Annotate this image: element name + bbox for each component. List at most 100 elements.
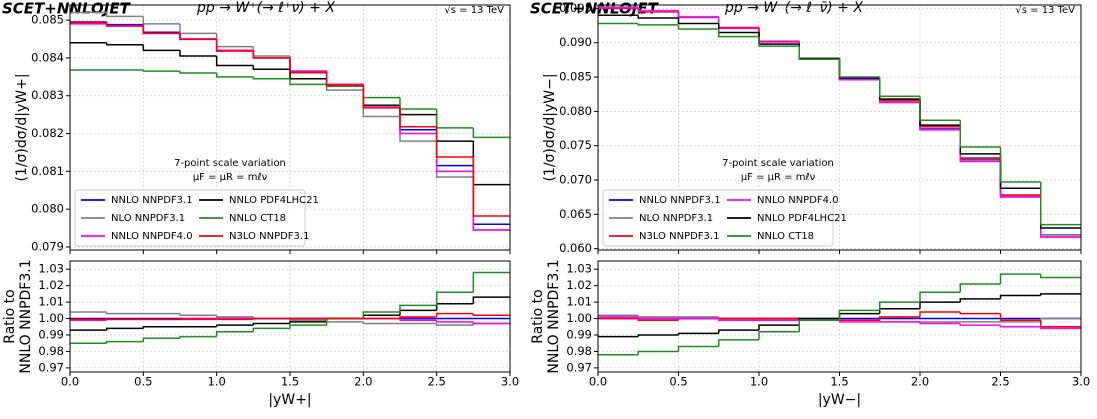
- step-segment: [838, 58, 880, 80]
- step-segment: [999, 294, 1041, 299]
- step-segment: [179, 313, 217, 317]
- step-segment: [798, 41, 840, 60]
- step-segment: [919, 311, 961, 317]
- y-tick-label: 0.084: [31, 50, 64, 64]
- step-segment: [919, 301, 961, 309]
- y-tick-label: 0.083: [31, 88, 64, 102]
- step-segment: [215, 39, 254, 52]
- step-segment: [105, 12, 144, 18]
- step-segment: [472, 296, 510, 304]
- y-axis-label: (1/σ)dσ/d|yW+|: [14, 73, 30, 181]
- y-tick-label: 0.081: [31, 164, 64, 178]
- step-segment: [999, 313, 1041, 321]
- step-segment: [718, 329, 759, 334]
- step-segment: [179, 50, 217, 57]
- step-segment: [215, 33, 254, 48]
- step-segment: [718, 16, 759, 29]
- ratio-y-tick-label: 1.03: [566, 262, 592, 276]
- ratio-y-tick-label: 0.98: [38, 344, 64, 358]
- step-segment: [179, 335, 217, 339]
- step-segment: [105, 22, 144, 27]
- step-segment: [879, 316, 920, 321]
- step-segment: [1040, 320, 1081, 328]
- chart-title: SCET+NNLOJET: [2, 0, 132, 18]
- step-segment: [798, 41, 840, 60]
- ratio-y-tick-label: 1.00: [38, 311, 64, 325]
- step-segment: [142, 44, 180, 52]
- step-segment: [435, 126, 474, 158]
- annotation: μF = μR = mℓν: [741, 172, 816, 183]
- ratio-y-axis-label: Ratio to: [2, 289, 18, 343]
- step-segment: [959, 128, 1001, 161]
- step-segment: [289, 321, 327, 324]
- step-segment: [399, 107, 437, 128]
- y-tick-label: 0.065: [559, 207, 592, 221]
- step-segment: [472, 156, 510, 217]
- step-segment: [399, 105, 437, 116]
- step-segment: [919, 291, 961, 303]
- legend-box: [74, 189, 306, 247]
- step-segment: [838, 58, 880, 79]
- chart-subtitle: pp → W⁻(→ ℓ⁻ν̄) + X: [724, 0, 863, 16]
- y-tick-label: 0.095: [559, 1, 592, 15]
- legend-label: NLO NNPDF3.1: [639, 213, 713, 224]
- series-steps: [70, 22, 510, 217]
- ratio-y-tick-label: 0.98: [566, 344, 592, 358]
- step-segment: [362, 311, 400, 319]
- step-segment: [959, 298, 1001, 303]
- ratio-y-tick-label: 1.01: [566, 295, 592, 309]
- step-segment: [325, 72, 364, 86]
- ratio-y-tick-label: 1.00: [566, 311, 592, 325]
- step-segment: [252, 50, 290, 59]
- x-axis-label: |yW+|: [268, 392, 311, 408]
- legend-label: NNLO NNPDF3.1: [639, 195, 721, 206]
- annotation: 7-point scale variation: [174, 158, 286, 169]
- legend-label: N3LO NNPDF3.1: [639, 231, 719, 242]
- legend-label: NNLO PDF4LHC21: [229, 195, 319, 206]
- step-segment: [798, 44, 840, 60]
- x-tick-label: 3.0: [501, 375, 519, 389]
- y-tick-label: 0.085: [31, 13, 64, 27]
- step-segment: [677, 10, 719, 18]
- step-segment: [959, 283, 1001, 293]
- step-segment: [959, 125, 1001, 155]
- step-segment: [758, 36, 800, 47]
- step-segment: [399, 304, 437, 312]
- step-segment: [399, 316, 437, 319]
- step-segment: [758, 330, 800, 340]
- step-segment: [879, 79, 920, 102]
- y-tick-label: 0.090: [559, 35, 592, 49]
- x-tick-label: 0.5: [669, 375, 687, 389]
- legend-label: NNLO NNPDF3.1: [111, 195, 193, 206]
- step-segment: [999, 147, 1041, 183]
- step-segment: [718, 17, 759, 30]
- y-tick-label: 0.075: [559, 138, 592, 152]
- step-segment: [637, 15, 679, 19]
- step-segment: [838, 59, 880, 78]
- step-segment: [142, 70, 180, 72]
- step-segment: [105, 311, 144, 315]
- step-segment: [289, 78, 327, 86]
- step-segment: [215, 39, 254, 52]
- step-segment: [142, 326, 180, 329]
- legend-label: NLO NNPDF3.1: [111, 213, 185, 224]
- step-segment: [999, 161, 1041, 198]
- step-segment: [252, 317, 290, 320]
- step-segment: [472, 321, 510, 325]
- series-steps: [70, 312, 510, 321]
- ratio-frame: [597, 260, 1082, 373]
- x-tick-label: 2.5: [991, 375, 1009, 389]
- step-segment: [999, 160, 1041, 197]
- step-segment: [999, 158, 1041, 196]
- step-segment: [999, 153, 1041, 189]
- step-segment: [879, 77, 920, 98]
- step-segment: [435, 108, 474, 129]
- step-segment: [758, 27, 800, 43]
- step-segment: [325, 71, 364, 86]
- step-segment: [215, 56, 254, 67]
- ratio-y-tick-label: 1.03: [38, 262, 64, 276]
- legend-label: N3LO NNPDF3.1: [229, 231, 309, 242]
- step-segment: [879, 301, 920, 311]
- step-segment: [677, 345, 719, 352]
- ratio-y-axis-label: Ratio to: [530, 289, 546, 343]
